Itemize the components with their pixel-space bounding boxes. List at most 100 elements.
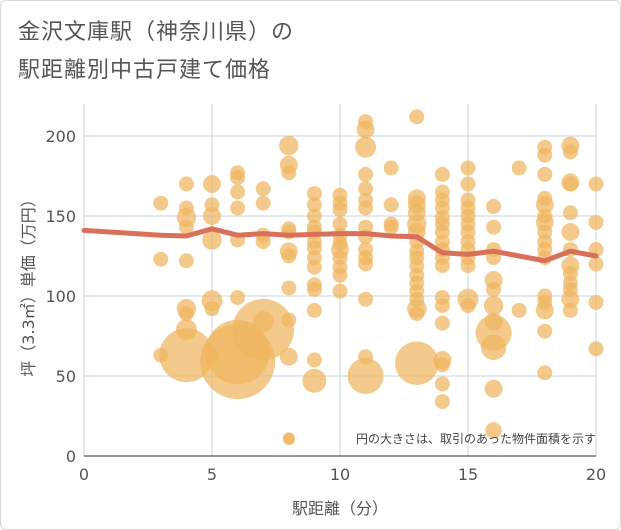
bubble-point [434,298,450,314]
x-tick-label: 5 [207,465,217,484]
bubble-point [230,184,246,200]
bubble-point [255,181,271,197]
bubble-point [332,216,348,232]
y-tick-label: 200 [45,127,76,146]
bubble-point [537,365,553,381]
y-axis-label: 坪（3.3㎡）単価（万円） [19,191,38,376]
x-tick-label: 20 [586,465,606,484]
bubble-point [486,198,502,214]
bubble-point [460,160,476,176]
bubble-point [202,230,222,250]
bubble-series [153,109,604,445]
bubble-point [535,301,554,320]
bubble-point [358,291,374,307]
x-tick-label: 10 [330,465,350,484]
bubble-point [332,202,348,218]
bubble-point [460,298,476,314]
bubble-point [486,282,502,298]
bubble-point [332,283,348,299]
bubble-point [306,259,322,275]
bubble-point [178,176,194,192]
x-tick-label: 15 [458,465,478,484]
bubble-point [306,302,322,318]
bubble-point [279,347,298,366]
bubble-point [306,197,322,213]
bubble-point [358,256,374,272]
chart-title-line2: 駅距離別中古戸建て価格 [18,58,272,83]
bubble-point [484,379,503,398]
bubble-point [460,258,476,274]
bubble-point [588,214,604,230]
bubble-point [358,166,374,182]
bubble-point [281,248,297,264]
bubble-point [434,394,450,410]
y-tick-label: 100 [45,287,76,306]
bubble-point [434,166,450,182]
bubble-point [203,207,221,225]
bubble-point [485,422,502,439]
bubble-point [230,200,246,216]
bubble-point [561,223,580,241]
bubble-point [480,334,507,360]
chart-title-line1: 金沢文庫駅（神奈川県）の [18,20,295,45]
bubble-point [395,341,439,385]
bubble-point [588,341,604,357]
bubble-point [535,195,554,214]
bubble-point [537,147,553,163]
bubble-point [537,166,553,182]
bubble-point [232,298,294,361]
bubble-point [511,302,527,318]
bubble-point [537,323,553,339]
bubble-point [562,205,578,221]
bubble-point [562,176,578,192]
bubble-point [460,176,476,192]
bubble-point [178,253,194,269]
bubble-point [230,170,246,186]
bubble-point [204,301,220,317]
bubble-point [347,358,384,394]
legend-dot [283,433,295,445]
bubble-point [588,294,604,310]
bubble-point [153,251,169,267]
bubble-point [255,234,271,250]
bubble-point [383,219,399,235]
bubble-point [434,357,450,373]
bubble-point [355,136,377,158]
bubble-point [409,109,425,125]
y-tick-label: 50 [56,367,76,386]
bubble-point [159,328,214,383]
bubble-point [486,219,502,235]
bubble-point [561,290,580,309]
bubble-point [332,267,348,283]
bubble-point [279,135,299,156]
bubble-point [562,144,578,160]
x-tick-label: 0 [79,465,89,484]
bubble-point [434,376,450,392]
bubble-point [306,282,322,298]
bubble-point [178,306,194,322]
y-tick-label: 0 [66,447,76,466]
bubble-point [153,195,169,211]
bubble-point [281,280,297,296]
bubble-point [356,120,375,139]
bubble-point [562,302,578,318]
legend-note: 円の大きさは、取引のあった物件面積を示す [356,431,596,446]
bubble-point [178,219,194,235]
bubble-point [511,160,527,176]
bubble-point [358,200,374,216]
bubble-point [230,290,246,306]
bubble-point [383,197,399,213]
bubble-point [588,256,604,272]
bubble-point [306,352,322,368]
average-line [81,226,599,264]
bubble-point [203,175,221,193]
bubble-point [255,195,271,211]
bubble-point [306,186,322,202]
bubble-point [483,295,504,316]
bubble-point [281,312,297,328]
bubble-point [306,208,322,224]
average-line-series [81,226,599,264]
bubble-point [588,176,604,192]
bubble-point [302,368,327,393]
